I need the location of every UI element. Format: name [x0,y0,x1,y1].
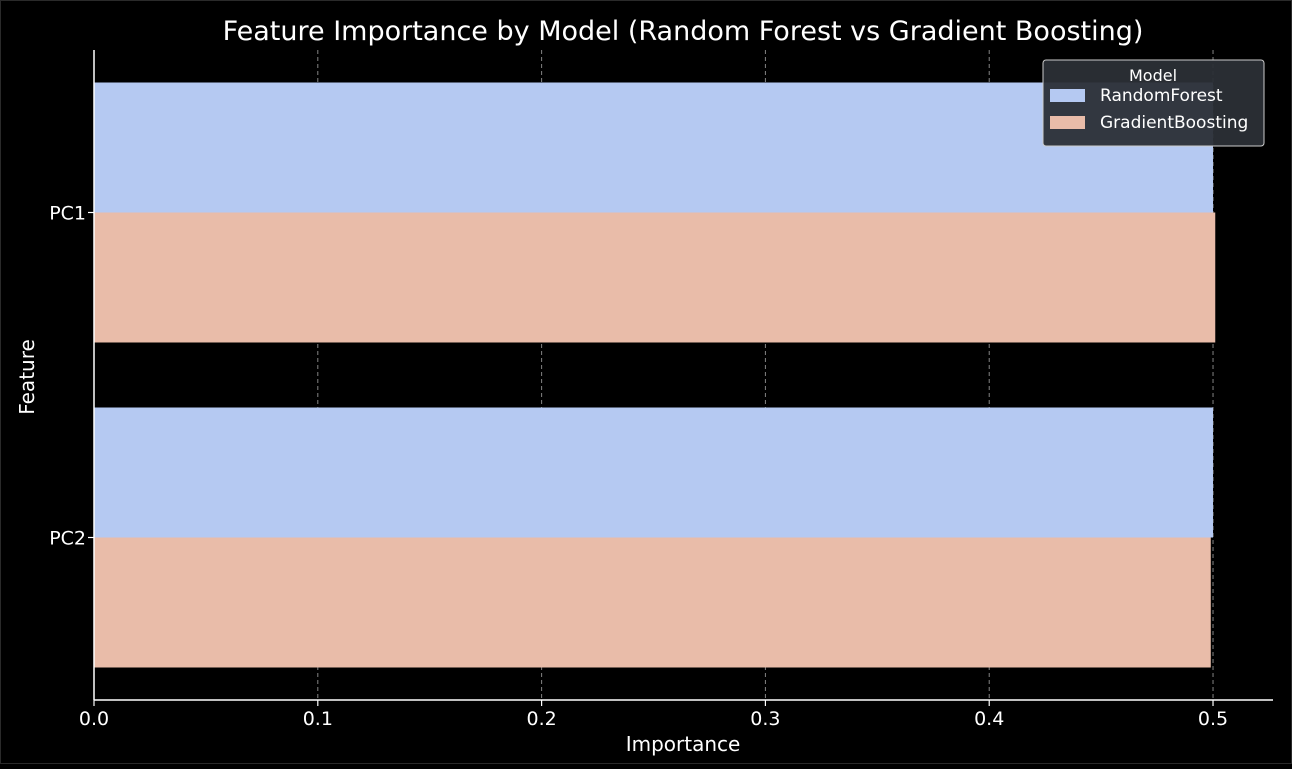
chart-title: Feature Importance by Model (Random Fore… [223,16,1144,47]
x-tick-label: 0.5 [1198,708,1228,730]
x-tick-label: 0.1 [303,708,333,730]
x-tick-label: 0.0 [79,708,109,730]
y-tick-label: PC2 [49,528,86,550]
x-tick-label: 0.3 [750,708,780,730]
bar-RandomForest-PC1 [94,82,1214,213]
bars [94,82,1216,668]
legend-entries: RandomForest GradientBoosting [1050,86,1248,133]
x-tick-label: 0.4 [974,708,1004,730]
legend-box [1042,59,1265,147]
x-tick-label: 0.2 [526,708,556,730]
y-tick-label: PC1 [49,203,86,225]
x-axis-label: Importance [626,732,741,756]
legend-swatch-RandomForest [1050,89,1085,102]
legend-title: Model [1129,66,1177,85]
y-axis-label: Feature [15,339,39,415]
legend: Model RandomForest GradientBoosting [1042,59,1265,147]
bar-GradientBoosting-PC2 [94,537,1211,668]
axes [93,50,1273,701]
bar-GradientBoosting-PC1 [94,212,1216,343]
y-ticks: PC1 PC2 [49,203,94,550]
bar-RandomForest-PC2 [94,407,1214,538]
legend-swatch-GradientBoosting [1050,116,1085,129]
legend-label-GradientBoosting: GradientBoosting [1100,113,1248,133]
legend-label-RandomForest: RandomForest [1100,86,1223,106]
x-ticks: 0.0 0.1 0.2 0.3 0.4 0.5 [79,700,1228,730]
